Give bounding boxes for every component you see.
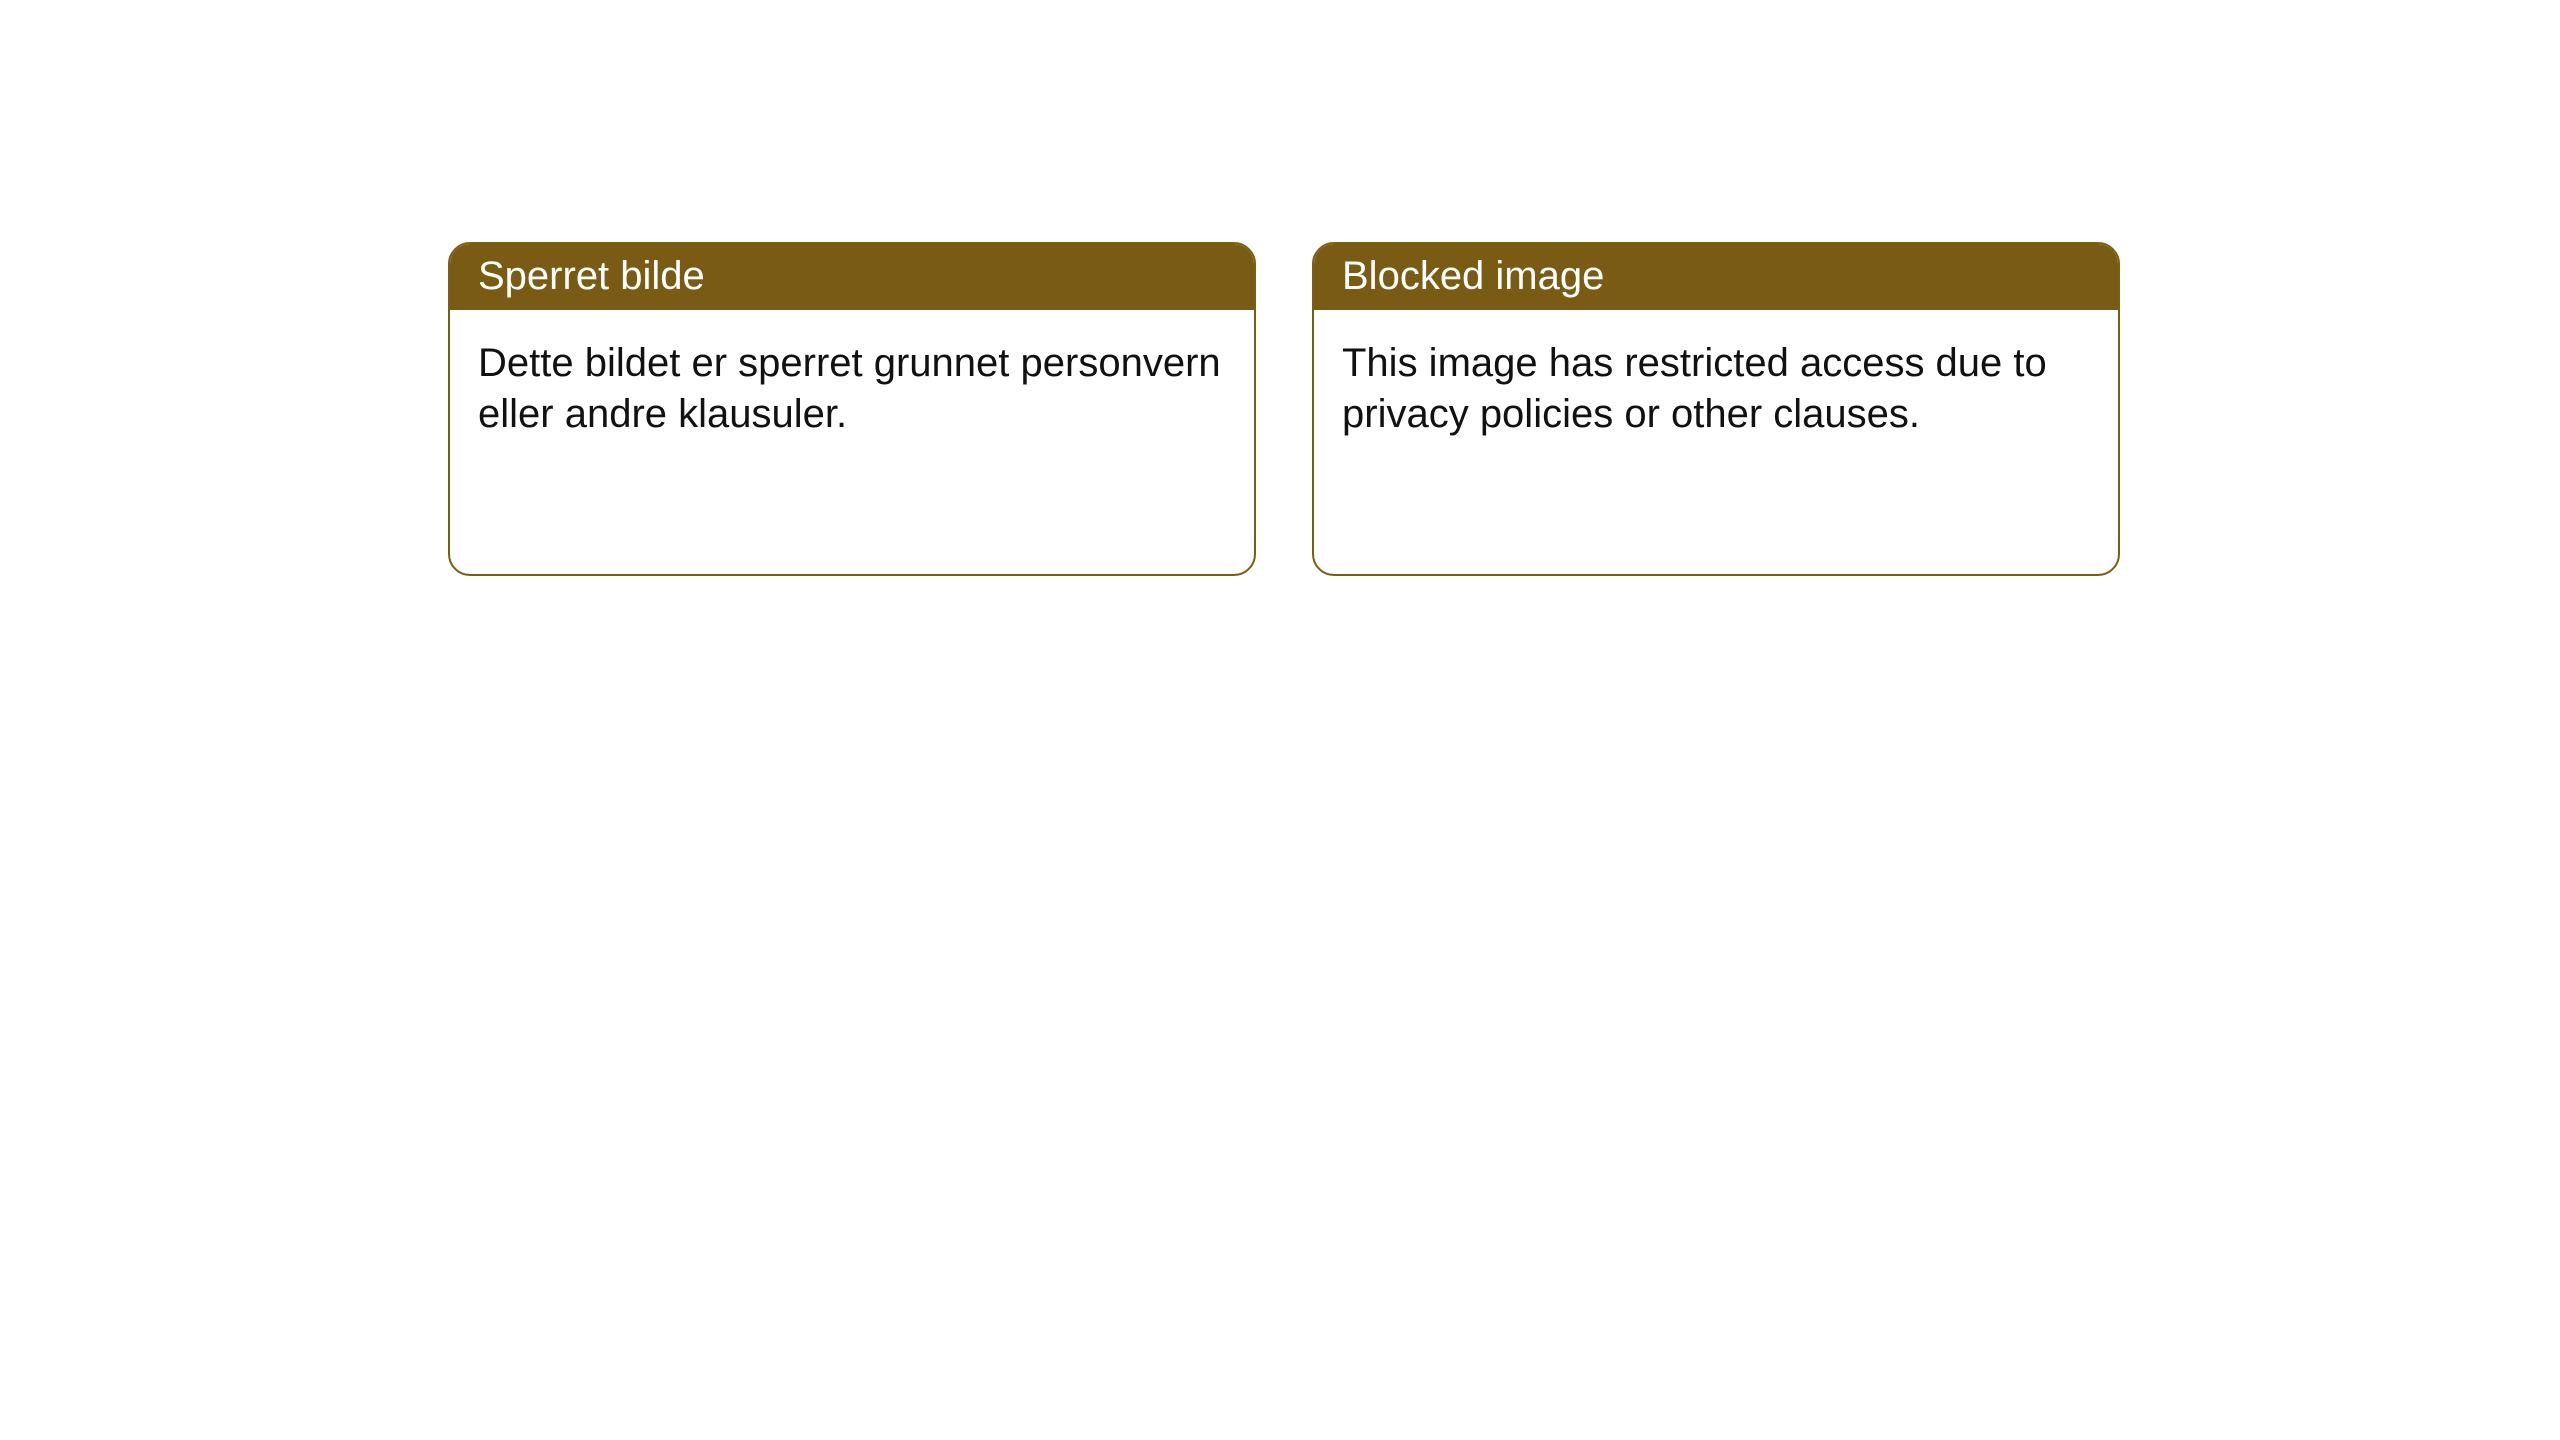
card-body-en: This image has restricted access due to … xyxy=(1314,310,2118,460)
card-body-no: Dette bildet er sperret grunnet personve… xyxy=(450,310,1254,460)
card-header-en: Blocked image xyxy=(1314,244,2118,310)
card-header-no: Sperret bilde xyxy=(450,244,1254,310)
cards-container: Sperret bilde Dette bildet er sperret gr… xyxy=(0,0,2560,576)
blocked-image-card-no: Sperret bilde Dette bildet er sperret gr… xyxy=(448,242,1256,576)
blocked-image-card-en: Blocked image This image has restricted … xyxy=(1312,242,2120,576)
